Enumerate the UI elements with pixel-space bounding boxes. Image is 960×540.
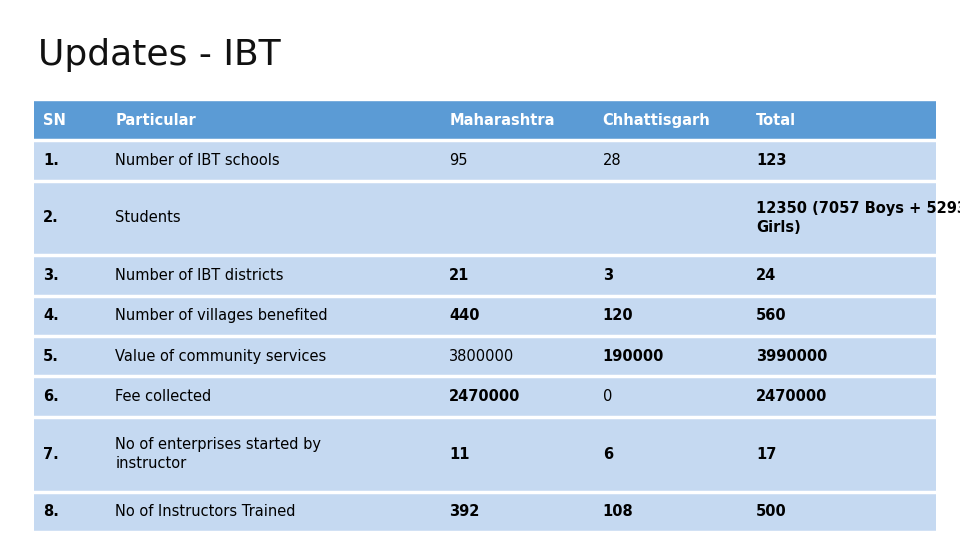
Text: 123: 123 <box>756 153 786 168</box>
Text: 392: 392 <box>449 504 480 519</box>
Text: No of enterprises started by
instructor: No of enterprises started by instructor <box>115 437 322 471</box>
Text: 3: 3 <box>603 268 612 283</box>
Text: 3800000: 3800000 <box>449 349 515 364</box>
Text: Maharashtra: Maharashtra <box>449 112 555 127</box>
Text: 11: 11 <box>449 447 469 462</box>
Text: Fee collected: Fee collected <box>115 389 211 404</box>
Text: 21: 21 <box>449 268 469 283</box>
Text: Chhattisgarh: Chhattisgarh <box>603 112 710 127</box>
Text: 2.: 2. <box>43 211 59 226</box>
Text: 5.: 5. <box>43 349 60 364</box>
Text: Value of community services: Value of community services <box>115 349 326 364</box>
Text: Updates - IBT: Updates - IBT <box>38 38 281 72</box>
Text: 24: 24 <box>756 268 777 283</box>
Text: 1.: 1. <box>43 153 60 168</box>
Text: 120: 120 <box>603 308 634 323</box>
Text: 560: 560 <box>756 308 787 323</box>
Text: SN: SN <box>43 112 66 127</box>
Text: 3990000: 3990000 <box>756 349 828 364</box>
Text: 190000: 190000 <box>603 349 664 364</box>
Text: 12350 (7057 Boys + 5293
Girls): 12350 (7057 Boys + 5293 Girls) <box>756 201 960 235</box>
Text: 4.: 4. <box>43 308 59 323</box>
Text: Number of IBT schools: Number of IBT schools <box>115 153 280 168</box>
Bar <box>34 376 936 417</box>
Bar <box>34 255 936 296</box>
Text: Students: Students <box>115 211 181 226</box>
Bar <box>34 491 936 532</box>
Text: 95: 95 <box>449 153 468 168</box>
Text: 8.: 8. <box>43 504 60 519</box>
Text: No of Instructors Trained: No of Instructors Trained <box>115 504 296 519</box>
Text: 6.: 6. <box>43 389 59 404</box>
Text: Number of IBT districts: Number of IBT districts <box>115 268 284 283</box>
Text: 28: 28 <box>603 153 621 168</box>
Text: 6: 6 <box>603 447 612 462</box>
Text: 2470000: 2470000 <box>449 389 520 404</box>
Text: 440: 440 <box>449 308 480 323</box>
Text: 17: 17 <box>756 447 777 462</box>
Text: 0: 0 <box>603 389 612 404</box>
Bar <box>34 296 936 336</box>
Text: Total: Total <box>756 112 796 127</box>
Text: Number of villages benefited: Number of villages benefited <box>115 308 328 323</box>
Text: Particular: Particular <box>115 112 196 127</box>
Text: 7.: 7. <box>43 447 59 462</box>
Bar <box>34 336 936 376</box>
Bar <box>34 100 936 140</box>
Text: 108: 108 <box>603 504 634 519</box>
Text: 2470000: 2470000 <box>756 389 828 404</box>
Text: 3.: 3. <box>43 268 59 283</box>
Text: 500: 500 <box>756 504 787 519</box>
Bar <box>34 140 936 181</box>
